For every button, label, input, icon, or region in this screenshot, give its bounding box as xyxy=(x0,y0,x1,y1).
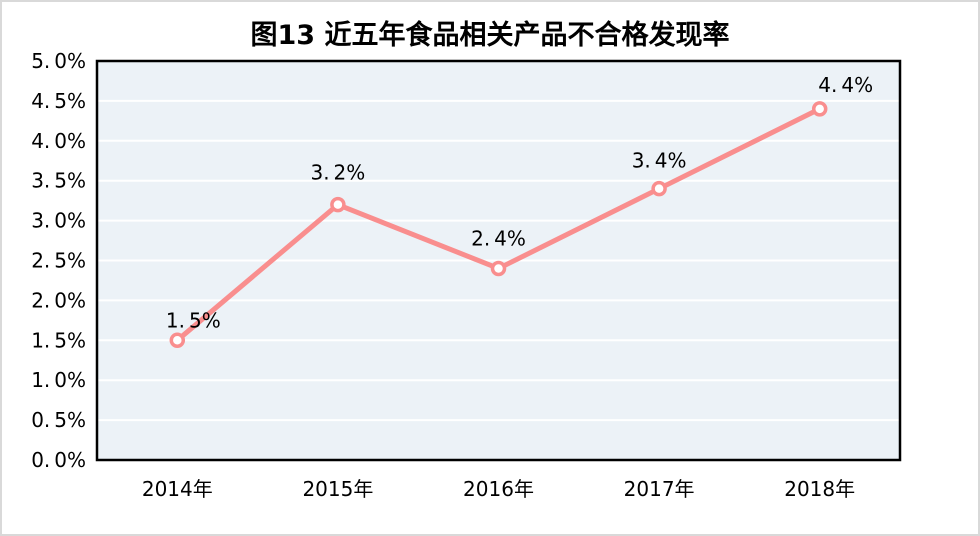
y-tick-label: 0. 5% xyxy=(31,408,86,432)
y-tick-label: 3. 0% xyxy=(31,209,86,233)
y-tick-label: 4. 5% xyxy=(31,89,86,113)
data-point-label: 3. 2% xyxy=(310,161,365,185)
data-point-marker xyxy=(811,101,828,117)
y-tick-label: 4. 0% xyxy=(31,129,86,153)
data-point-label: 2. 4% xyxy=(471,226,526,250)
data-point-marker xyxy=(330,196,346,213)
x-tick-label: 2015年 xyxy=(302,477,373,501)
data-point-label: 4. 4% xyxy=(818,73,873,97)
y-tick-label: 2. 5% xyxy=(31,249,86,273)
x-tick-label: 2016年 xyxy=(463,477,534,501)
plot-border xyxy=(95,59,902,462)
chart-title: 图13 近五年食品相关产品不合格发现率 xyxy=(250,20,730,51)
data-point-marker xyxy=(490,260,507,277)
y-tick-label: 2. 0% xyxy=(31,288,86,312)
x-tick-label: 2017年 xyxy=(624,477,695,501)
data-point-label: 3. 4% xyxy=(632,149,687,173)
data-point-marker xyxy=(169,332,186,349)
data-point-label: 1. 5% xyxy=(166,308,221,332)
x-tick-label: 2018年 xyxy=(784,477,855,501)
data-point-marker xyxy=(651,180,667,197)
y-tick-label: 3. 5% xyxy=(31,169,86,193)
y-tick-label: 0. 0% xyxy=(31,448,86,472)
y-tick-label: 5. 0% xyxy=(31,49,86,73)
y-tick-label: 1. 0% xyxy=(31,368,86,392)
x-tick-label: 2014年 xyxy=(142,477,213,501)
y-tick-label: 1. 5% xyxy=(31,328,86,352)
